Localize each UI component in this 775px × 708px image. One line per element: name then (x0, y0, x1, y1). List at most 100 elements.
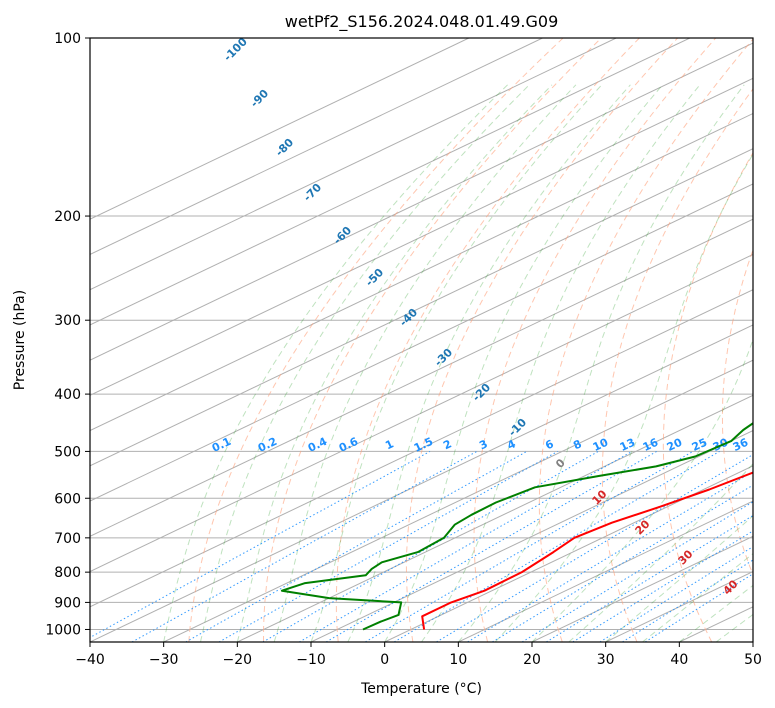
isotherm-line (90, 38, 617, 291)
dry-adiabat-label: -70 (301, 181, 324, 204)
y-tick-label: 200 (54, 209, 81, 225)
isotherm-line (90, 183, 753, 502)
dry-adiabat-label: -100 (221, 35, 250, 64)
y-tick-label: 100 (54, 31, 81, 47)
isotherm-line (90, 38, 543, 255)
dry-adiabat-line (538, 38, 753, 642)
dry-adiabat-line (601, 88, 753, 642)
moist-adiabat-line (642, 552, 753, 642)
isotherm-line (90, 38, 470, 220)
mixing-ratio-line (131, 450, 478, 642)
x-tick-label: 20 (523, 652, 541, 668)
dry-adiabat-label: -50 (363, 266, 386, 289)
dry-adiabat-line (335, 38, 640, 642)
moist-adiabat-line (752, 641, 753, 642)
isotherm-line (90, 218, 753, 537)
mixing-ratio-line (572, 530, 753, 642)
mixing-ratio-line (365, 450, 694, 642)
temperature-profile-line (421, 471, 753, 630)
mixing-ratio-label: 13 (618, 436, 637, 454)
x-tick-label: −10 (296, 652, 326, 668)
y-tick-label: 400 (54, 387, 81, 403)
moist-adiabat-line (310, 84, 603, 642)
mixing-ratio-label: 6 (543, 437, 556, 452)
isotherm-line (90, 77, 753, 396)
isotherm-line (310, 430, 753, 642)
moist-adiabat-label: 30 (676, 547, 696, 567)
x-tick-label: 0 (380, 652, 389, 668)
y-axis-title: Pressure (hPa) (12, 290, 28, 390)
moist-adiabat-label: 10 (590, 487, 610, 507)
moist-adiabat-label: 20 (633, 517, 653, 537)
moist-adiabat-line (347, 84, 631, 642)
isotherm-line (458, 500, 753, 642)
moist-adiabat-line (421, 84, 701, 642)
isotherm-line (163, 359, 753, 642)
x-tick-label: 10 (449, 652, 467, 668)
x-axis-title: Temperature (°C) (360, 681, 482, 697)
y-tick-label: 600 (54, 491, 81, 507)
moist-adiabat-line (384, 84, 663, 642)
moist-adiabat-line (531, 338, 753, 642)
mixing-ratio-label: 36 (731, 436, 751, 454)
x-tick-label: −20 (223, 652, 253, 668)
mixing-ratio-label: 20 (665, 436, 685, 454)
mixing-ratio-line (546, 514, 753, 642)
moist-adiabat-label: 40 (721, 577, 741, 597)
reference-line-labels: -100-90-80-70-60-50-40-30-20-100.1 0.2 0.4… (210, 35, 751, 598)
chart-title: wetPf2_S156.2024.048.01.49.G09 (285, 12, 559, 32)
mixing-ratio-line (467, 470, 753, 642)
background-lines (90, 38, 753, 642)
isotherm-line (752, 641, 753, 642)
mixing-ratio-line (298, 450, 633, 642)
dry-adiabat-line (263, 38, 602, 642)
mixing-ratio-label: 25 (690, 436, 709, 454)
x-tick-label: 50 (744, 652, 762, 668)
isotherm-line (531, 535, 753, 642)
x-tick-label: −30 (149, 652, 179, 668)
mixing-ratio-line (492, 484, 753, 642)
mixing-ratio-line (436, 454, 753, 642)
isotherm-line (90, 289, 753, 608)
dewpoint-profile-line (280, 422, 753, 631)
dry-adiabat-line (721, 248, 753, 576)
moist-adiabat-line (494, 153, 753, 642)
x-tick-label: 40 (670, 652, 688, 668)
moist-adiabat-line (457, 84, 745, 642)
mixing-ratio-line (218, 450, 558, 642)
x-tick-label: −40 (75, 652, 105, 668)
isotherm-line (90, 112, 753, 432)
moist-adiabat-line (200, 84, 530, 642)
dry-adiabat-label: -20 (470, 381, 493, 404)
isotherm-line (90, 148, 753, 467)
moist-adiabat-line (605, 515, 753, 642)
y-axis: 100 200 300 400 500 600 700 800 900 1000 (45, 31, 90, 638)
dry-adiabat-label: -10 (506, 416, 529, 439)
dry-adiabat-label: -30 (432, 346, 455, 369)
mixing-ratio-line (521, 501, 753, 642)
plot-frame (89, 37, 754, 643)
mixing-ratio-label: 10 (591, 436, 611, 454)
mixing-ratio-label: 1 (383, 437, 395, 452)
y-tick-label: 500 (54, 444, 81, 460)
isotherm-line (90, 38, 691, 326)
isotherm-line (384, 465, 753, 642)
x-axis: −40 −30 −20 −10 0 10 20 30 40 50 (75, 642, 762, 668)
y-tick-label: 900 (54, 595, 81, 611)
dry-adiabat-label: -80 (273, 136, 296, 159)
dry-adiabat-line (662, 151, 753, 642)
isotherm-line (237, 394, 753, 642)
dry-adiabat-line (473, 38, 717, 642)
mixing-ratio-line (262, 450, 599, 642)
isotherm-line (90, 253, 753, 573)
y-tick-label: 800 (54, 565, 81, 581)
y-tick-label: 700 (54, 531, 81, 547)
mixing-ratio-label: 4 (505, 437, 518, 452)
x-tick-label: 30 (597, 652, 615, 668)
mixing-ratio-line (325, 450, 658, 642)
dry-adiabat-label: -90 (248, 87, 271, 110)
isotherm-line (605, 570, 753, 642)
sounding-profiles (280, 422, 753, 631)
y-tick-label: 1000 (45, 622, 81, 638)
